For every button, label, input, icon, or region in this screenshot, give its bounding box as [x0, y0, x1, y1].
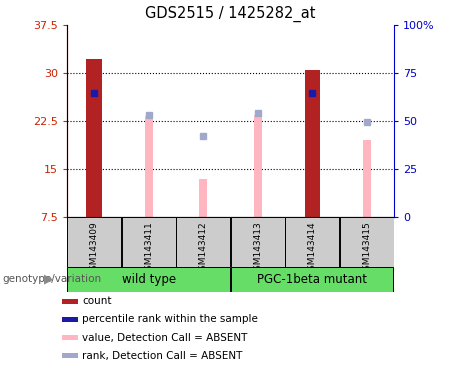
Text: rank, Detection Call = ABSENT: rank, Detection Call = ABSENT: [82, 351, 242, 361]
Bar: [254, 114, 262, 217]
Text: GSM143411: GSM143411: [144, 221, 153, 276]
Text: value, Detection Call = ABSENT: value, Detection Call = ABSENT: [82, 333, 248, 343]
Bar: [62, 299, 78, 304]
Bar: [62, 353, 78, 358]
Bar: [62, 317, 78, 322]
Text: count: count: [82, 296, 112, 306]
Bar: [230, 267, 393, 292]
Bar: [199, 179, 207, 217]
Bar: [340, 217, 394, 267]
Bar: [145, 116, 153, 217]
Text: GSM143414: GSM143414: [308, 221, 317, 276]
Bar: [305, 70, 320, 217]
Text: GSM143412: GSM143412: [199, 221, 208, 276]
Bar: [285, 217, 339, 267]
Text: genotype/variation: genotype/variation: [2, 274, 101, 285]
Bar: [363, 140, 371, 217]
Text: GSM143409: GSM143409: [89, 221, 99, 276]
Text: PGC-1beta mutant: PGC-1beta mutant: [257, 273, 367, 286]
Bar: [122, 217, 176, 267]
Text: percentile rank within the sample: percentile rank within the sample: [82, 314, 258, 324]
Text: GSM143415: GSM143415: [362, 221, 372, 276]
Bar: [67, 217, 121, 267]
Text: ▶: ▶: [44, 273, 53, 286]
Bar: [67, 267, 230, 292]
Bar: [87, 59, 102, 217]
Text: wild type: wild type: [122, 273, 176, 286]
Bar: [176, 217, 230, 267]
Bar: [230, 217, 285, 267]
Text: GSM143413: GSM143413: [253, 221, 262, 276]
Title: GDS2515 / 1425282_at: GDS2515 / 1425282_at: [145, 6, 316, 22]
Bar: [62, 335, 78, 340]
